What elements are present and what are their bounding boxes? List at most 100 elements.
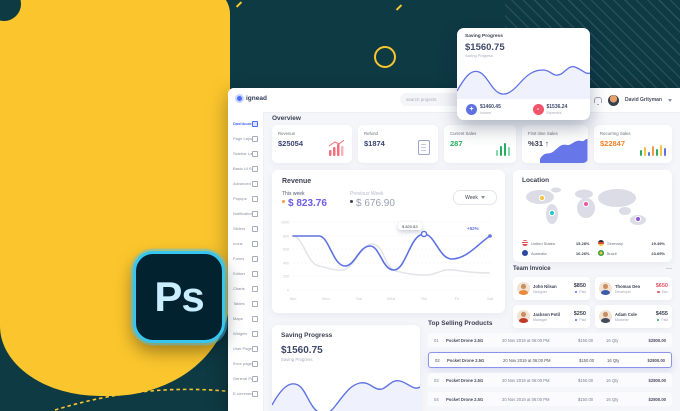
sidebar-item-advanced-ui[interactable]: Advanced UI [228, 176, 263, 191]
table-row[interactable]: 01 Pocket Drone 2.5G 20 Nov 2019 at 06:0… [428, 333, 672, 347]
country-share: 15.28% [575, 240, 590, 246]
x-tick: Wed [387, 297, 395, 301]
previous-week-line [292, 235, 491, 276]
unit-price: $150.00 [578, 377, 594, 383]
square-icon [252, 165, 258, 172]
user-avatar[interactable] [608, 94, 620, 106]
country-name: Germany [606, 240, 623, 246]
map-pin-germany[interactable] [582, 200, 590, 208]
sidebar-item-editors[interactable]: Editors [228, 266, 263, 281]
saving-progress-card: Saving Progress $1560.75 Saving Progress [272, 325, 420, 411]
bar-chart-icon [639, 145, 666, 156]
legend-item: Germany 19.49% [597, 240, 665, 246]
minus-icon: - [532, 104, 544, 115]
sidebar-item-forms[interactable]: Forms [228, 251, 263, 266]
bell-icon[interactable] [594, 97, 603, 105]
stat-card-refund[interactable]: Refund $1874 [358, 125, 438, 163]
sidebar-item-maps[interactable]: Maps [228, 311, 263, 326]
product-name: Pocket Drone 2.5G [446, 377, 484, 383]
sidebar-item-notifications[interactable]: Notifications [228, 206, 263, 221]
table-row[interactable]: 03 Pocket Drone 2.5G 20 Nov 2019 at 06:0… [428, 373, 672, 387]
y-tick: 200 [283, 275, 289, 279]
avatar [599, 310, 612, 323]
revenue-chart-card: Revenue This week $ 823.76 Previous Week… [272, 170, 505, 313]
delta-label: +52% [467, 226, 479, 231]
status-label: Paid [661, 318, 668, 322]
stat-card-recurring-sales[interactable]: Recurring Sales $22847 [594, 125, 672, 163]
revenue-line-chart: 1000 800 600 400 200 0 Sun Mon Tue Wed T… [281, 221, 494, 302]
map-pin-us[interactable] [538, 194, 546, 202]
stat-label: First time Sales [528, 131, 558, 136]
dash-decoration [395, 4, 403, 11]
team-member-card[interactable]: Jackson Potil Manager $250 Paid [513, 305, 590, 328]
stat-card-current-sales[interactable]: Current Sales 287 [444, 125, 516, 163]
sidebar-item-user-pages[interactable]: User Pages [228, 341, 263, 356]
row-number: 03 [434, 377, 439, 383]
table-row-selected[interactable]: 02 Pocket Drone 2.5G 20 Nov 2019 at 06:0… [428, 352, 672, 368]
card-title: Saving Progress [465, 34, 503, 39]
quantity: 16 Qty [606, 396, 619, 402]
sidebar-item-dashboard[interactable]: Dashboard [228, 116, 263, 131]
germany-flag-icon [597, 240, 604, 246]
brazil-flag-icon [597, 250, 604, 256]
range-selector-dropdown[interactable]: Week [453, 190, 497, 205]
team-member-card[interactable]: Adam Cole Marketer $455 Paid [595, 305, 672, 328]
stat-value: %31 ↑ [528, 139, 549, 148]
status-label: Due [661, 290, 668, 294]
sidebar-item-ecommerce[interactable]: E-commerce [228, 386, 263, 401]
sidebar-item-popups[interactable]: Popups [228, 191, 263, 206]
team-member-card[interactable]: Thomas Deo Developer $650 Due [595, 277, 672, 300]
more-menu-icon[interactable]: — [666, 265, 672, 272]
map-pin-brazil[interactable] [548, 209, 556, 217]
stat-card-revenue[interactable]: Revenue $25054 [272, 125, 352, 163]
end-point-marker [488, 234, 492, 238]
sidebar-item-basic-ui[interactable]: Basic UI Elements [228, 161, 263, 176]
country-share: 23.69% [651, 250, 665, 256]
app-logo[interactable]: ignead [235, 94, 267, 103]
total-amount: $2800.00 [647, 357, 665, 363]
unit-price: $150.00 [578, 396, 594, 402]
corner-circle-decoration [0, 0, 21, 21]
range-label: Week [465, 194, 478, 201]
y-tick: 1000 [281, 221, 289, 225]
stat-label: Recurring Sales [600, 131, 631, 136]
receipt-icon [418, 140, 430, 155]
sidebar-item-icons[interactable]: Icons [228, 236, 263, 251]
square-icon [252, 120, 258, 127]
this-week-line [292, 233, 491, 271]
square-icon [252, 300, 258, 307]
stat-card-first-time-sales[interactable]: First time Sales %31 ↑ [522, 125, 588, 163]
sidebar-item-sidebar-layouts[interactable]: Sidebar Layouts [228, 146, 263, 161]
member-role: Marketer [615, 317, 629, 322]
sidebar-item-error-pages[interactable]: Error pages [228, 356, 263, 371]
plus-icon: + [466, 104, 477, 115]
unit-price: $150.00 [579, 357, 595, 363]
stat-value: $22847 [600, 139, 626, 148]
table-row[interactable]: 04 Pocket Drone 2.5G 20 Nov 2019 at 06:0… [428, 392, 672, 406]
ring-decoration [374, 46, 396, 68]
stat-value: $25054 [278, 139, 304, 148]
x-tick: Sat [487, 297, 494, 301]
sidebar-item-label: Maps [233, 316, 243, 321]
sidebar-item-charts[interactable]: Charts [228, 281, 263, 296]
sidebar-item-page-layouts[interactable]: Page Layouts [228, 131, 263, 146]
sidebar-item-label: Basic UI Elements [233, 166, 252, 171]
search-input[interactable] [400, 93, 470, 106]
data-point-marker[interactable] [420, 230, 428, 238]
chevron-down-icon[interactable] [668, 98, 672, 102]
sidebar-item-widgets[interactable]: Widgets [228, 326, 263, 341]
sidebar-item-label: Editors [233, 271, 246, 276]
section-title: Team Invoice [513, 266, 551, 272]
map-pin-australia[interactable] [634, 215, 642, 223]
location-legend: United States 15.28% Germany 19.49% Aust… [522, 240, 665, 256]
user-name[interactable]: David Grityman [625, 97, 662, 103]
quantity: 16 Qty [607, 357, 620, 363]
team-invoice-section: Team Invoice — John Nilsan Designer $850… [513, 266, 672, 328]
team-member-card[interactable]: John Nilsan Designer $850 Paid [513, 277, 590, 300]
status-dot [657, 290, 660, 294]
square-icon [252, 345, 258, 352]
sidebar-item-sliders[interactable]: Sliders [228, 221, 263, 236]
country-share: 19.49% [651, 240, 665, 246]
sidebar-item-general-pages[interactable]: General Pages [228, 371, 263, 386]
sidebar-item-tables[interactable]: Tables [228, 296, 263, 311]
